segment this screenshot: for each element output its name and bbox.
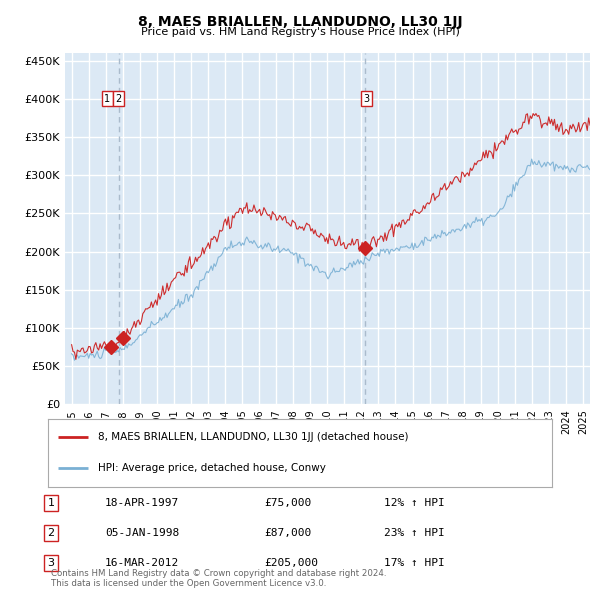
Text: £87,000: £87,000 [264, 528, 311, 537]
Text: 2: 2 [47, 528, 55, 537]
Text: 12% ↑ HPI: 12% ↑ HPI [384, 498, 445, 507]
Text: 8, MAES BRIALLEN, LLANDUDNO, LL30 1JJ: 8, MAES BRIALLEN, LLANDUDNO, LL30 1JJ [137, 15, 463, 29]
Text: 18-APR-1997: 18-APR-1997 [105, 498, 179, 507]
Text: £75,000: £75,000 [264, 498, 311, 507]
Text: 3: 3 [364, 94, 370, 104]
Text: HPI: Average price, detached house, Conwy: HPI: Average price, detached house, Conw… [98, 463, 326, 473]
Text: 16-MAR-2012: 16-MAR-2012 [105, 558, 179, 568]
Text: £205,000: £205,000 [264, 558, 318, 568]
Text: 3: 3 [47, 558, 55, 568]
Text: 17% ↑ HPI: 17% ↑ HPI [384, 558, 445, 568]
Text: Price paid vs. HM Land Registry's House Price Index (HPI): Price paid vs. HM Land Registry's House … [140, 27, 460, 37]
Text: 2: 2 [115, 94, 122, 104]
Text: 8, MAES BRIALLEN, LLANDUDNO, LL30 1JJ (detached house): 8, MAES BRIALLEN, LLANDUDNO, LL30 1JJ (d… [98, 432, 409, 442]
Text: 1: 1 [47, 498, 55, 507]
Text: 1: 1 [104, 94, 110, 104]
Text: Contains HM Land Registry data © Crown copyright and database right 2024.
This d: Contains HM Land Registry data © Crown c… [51, 569, 386, 588]
Text: 05-JAN-1998: 05-JAN-1998 [105, 528, 179, 537]
Text: 23% ↑ HPI: 23% ↑ HPI [384, 528, 445, 537]
